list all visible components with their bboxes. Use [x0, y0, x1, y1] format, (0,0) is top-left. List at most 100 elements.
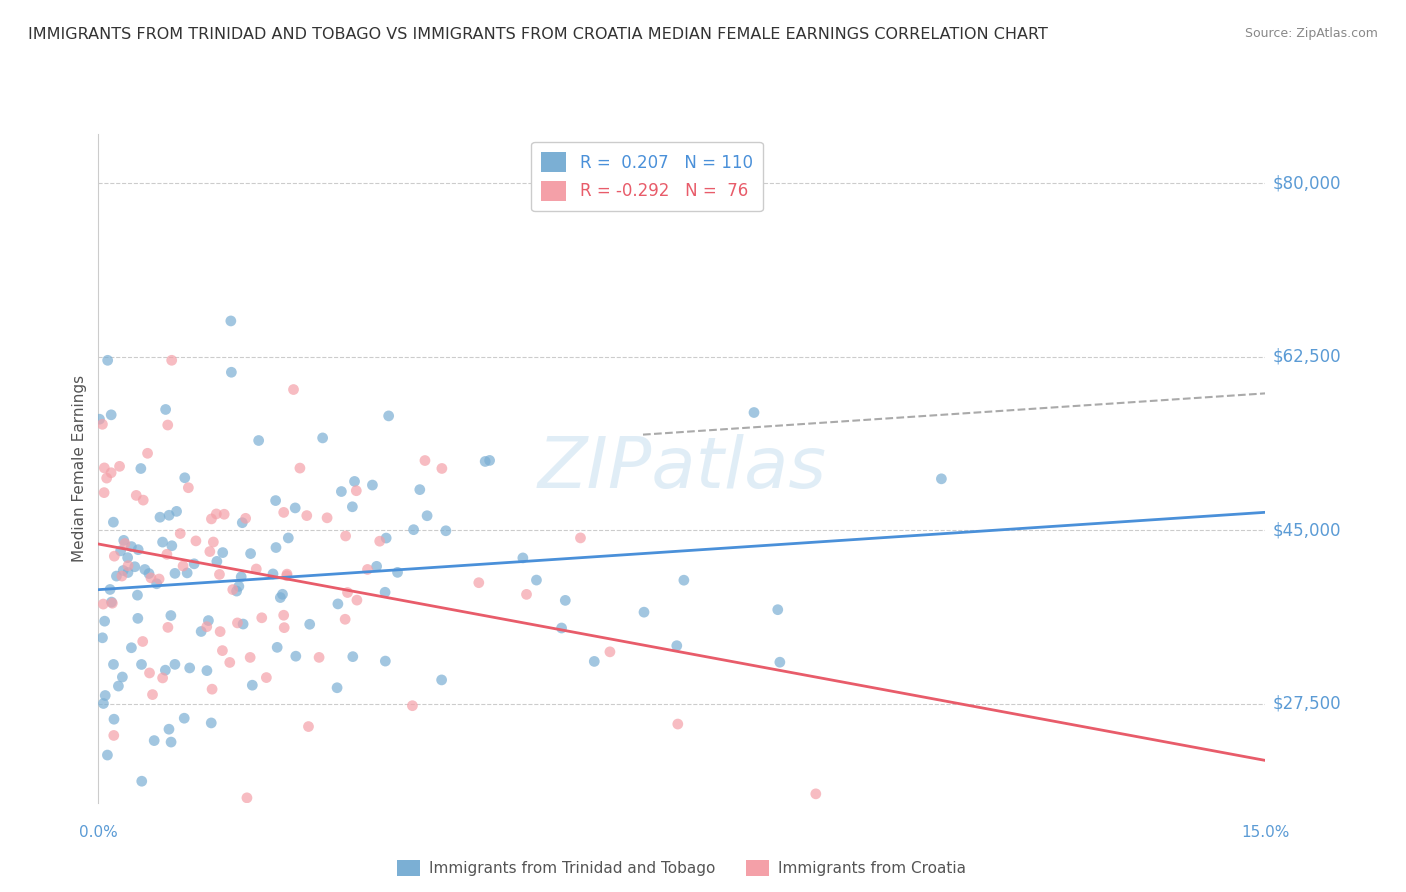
Point: [208, 567, 231, 582]
Point: [156, 417, 179, 432]
Point: [478, 453, 501, 467]
Point: [231, 570, 253, 584]
Point: [139, 571, 162, 585]
Point: [474, 454, 496, 468]
Point: [554, 593, 576, 607]
Point: [132, 493, 155, 508]
Point: [276, 568, 298, 582]
Text: ZIPatlas: ZIPatlas: [537, 434, 827, 503]
Point: [149, 510, 172, 524]
Point: [131, 657, 153, 672]
Point: [91, 631, 114, 645]
Point: [512, 550, 534, 565]
Point: [269, 591, 291, 605]
Point: [231, 516, 253, 530]
Point: [264, 541, 287, 555]
Point: [110, 544, 132, 558]
Point: [100, 466, 122, 480]
Point: [666, 717, 689, 731]
Point: [218, 656, 240, 670]
Point: [271, 587, 294, 601]
Text: Source: ZipAtlas.com: Source: ZipAtlas.com: [1244, 27, 1378, 40]
Point: [155, 663, 177, 677]
Text: 0.0%: 0.0%: [79, 825, 118, 840]
Point: [114, 536, 136, 550]
Point: [117, 566, 139, 580]
Point: [344, 483, 367, 498]
Text: IMMIGRANTS FROM TRINIDAD AND TOBAGO VS IMMIGRANTS FROM CROATIA MEDIAN FEMALE EAR: IMMIGRANTS FROM TRINIDAD AND TOBAGO VS I…: [28, 27, 1047, 42]
Point: [219, 314, 242, 328]
Y-axis label: Median Female Earnings: Median Female Earnings: [72, 375, 87, 562]
Point: [111, 569, 134, 583]
Point: [550, 621, 572, 635]
Point: [93, 614, 115, 628]
Point: [108, 459, 131, 474]
Point: [346, 593, 368, 607]
Point: [569, 531, 592, 545]
Point: [468, 575, 491, 590]
Point: [330, 484, 353, 499]
Point: [375, 531, 398, 545]
Point: [316, 511, 339, 525]
Point: [89, 412, 111, 426]
Point: [430, 461, 453, 475]
Text: $27,500: $27,500: [1272, 695, 1341, 713]
Point: [93, 461, 115, 475]
Point: [111, 670, 134, 684]
Point: [633, 605, 655, 619]
Point: [127, 611, 149, 625]
Point: [198, 544, 221, 558]
Point: [769, 655, 792, 669]
Point: [342, 500, 364, 514]
Point: [212, 508, 235, 522]
Point: [125, 488, 148, 502]
Text: $80,000: $80,000: [1272, 174, 1341, 193]
Point: [665, 639, 688, 653]
Point: [91, 597, 114, 611]
Point: [184, 533, 207, 548]
Point: [250, 611, 273, 625]
Point: [157, 508, 180, 523]
Point: [200, 715, 222, 730]
Point: [120, 640, 142, 655]
Point: [336, 585, 359, 599]
Point: [127, 588, 149, 602]
Point: [526, 573, 548, 587]
Point: [766, 603, 789, 617]
Point: [374, 654, 396, 668]
Point: [273, 621, 295, 635]
Point: [201, 682, 224, 697]
Point: [247, 434, 270, 448]
Point: [152, 535, 174, 549]
Point: [96, 471, 118, 485]
Point: [160, 353, 183, 368]
Point: [335, 529, 357, 543]
Point: [195, 664, 218, 678]
Point: [430, 673, 453, 687]
Point: [91, 417, 114, 432]
Point: [172, 559, 194, 574]
Point: [366, 559, 388, 574]
Point: [326, 681, 349, 695]
Point: [368, 534, 391, 549]
Point: [117, 558, 139, 573]
Point: [136, 446, 159, 460]
Point: [276, 567, 298, 582]
Text: 15.0%: 15.0%: [1241, 825, 1289, 840]
Point: [401, 698, 423, 713]
Point: [195, 620, 218, 634]
Point: [124, 559, 146, 574]
Point: [183, 557, 205, 571]
Point: [103, 515, 125, 529]
Point: [273, 608, 295, 623]
Point: [138, 566, 160, 581]
Point: [239, 650, 262, 665]
Point: [931, 472, 953, 486]
Point: [228, 579, 250, 593]
Point: [103, 657, 125, 672]
Point: [221, 365, 243, 379]
Point: [211, 643, 233, 657]
Point: [160, 539, 183, 553]
Point: [98, 582, 121, 597]
Point: [402, 523, 425, 537]
